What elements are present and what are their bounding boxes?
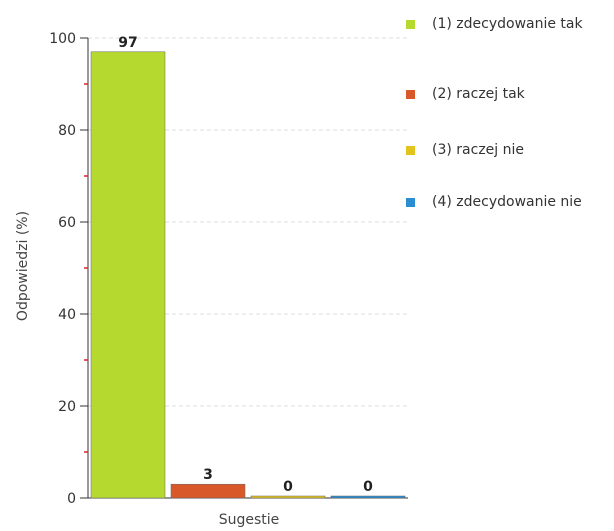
legend-swatch-4 — [406, 198, 415, 207]
bar-2 — [170, 483, 246, 499]
legend-swatch-3 — [406, 146, 415, 155]
y-tick-label-20: 20 — [58, 399, 76, 415]
legend-label-3: (3) raczej nie — [432, 142, 524, 158]
grid-layer — [88, 37, 408, 407]
legend-item-1: (1) zdecydowanie tak — [404, 16, 612, 33]
y-tick-label-40: 40 — [58, 307, 76, 323]
bar-1 — [90, 51, 166, 499]
bar-1-value-label: 97 — [118, 35, 137, 51]
legend-label-2: (2) raczej tak — [432, 86, 525, 102]
bar-3 — [250, 495, 326, 499]
bar-4 — [330, 495, 406, 499]
legend-label-1: (1) zdecydowanie tak — [432, 16, 583, 32]
legend-item-4: (4) zdecydowanie nie — [404, 194, 612, 211]
axis-layer: 0 20 40 60 80 100 — [49, 31, 408, 507]
legend-swatch-2 — [406, 90, 415, 99]
y-tick-label-0: 0 — [67, 491, 76, 507]
label-layer: 97 3 0 0 — [118, 35, 373, 495]
y-tick-label-100: 100 — [49, 31, 76, 47]
bar-2-value-label: 3 — [203, 467, 213, 483]
y-tick-label-60: 60 — [58, 215, 76, 231]
y-axis-title: Odpowiedzi (%) — [15, 211, 31, 321]
legend-label-4: (4) zdecydowanie nie — [432, 194, 582, 210]
y-tick-label-80: 80 — [58, 123, 76, 139]
legend-swatch-1 — [406, 20, 415, 29]
bar-4-value-label: 0 — [363, 479, 373, 495]
legend-item-2: (2) raczej tak — [404, 86, 612, 103]
x-axis-title: Sugestie — [219, 512, 280, 527]
bar-layer — [90, 51, 406, 499]
legend-item-3: (3) raczej nie — [404, 142, 612, 159]
bar-3-value-label: 0 — [283, 479, 293, 495]
